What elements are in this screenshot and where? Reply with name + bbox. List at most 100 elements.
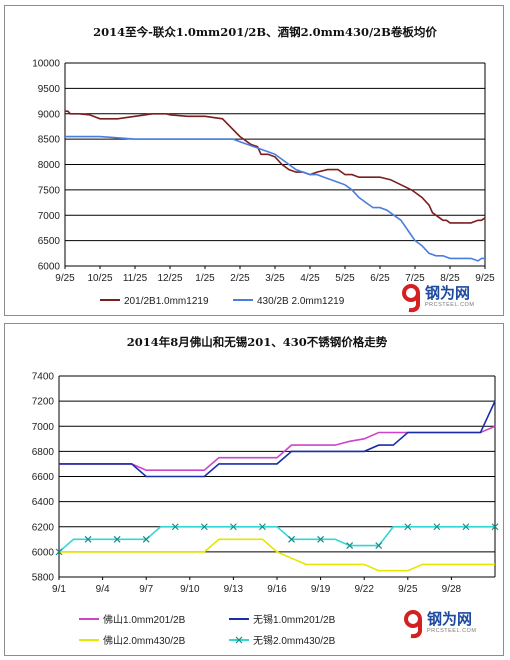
legend-label: 无锡2.0mm430/2B <box>253 634 336 647</box>
series-line-0 <box>65 110 486 224</box>
data-point-marker <box>288 535 295 543</box>
x-tick-label: 9/22 <box>354 584 374 595</box>
data-point-marker <box>317 535 325 543</box>
logo-g-tail <box>410 619 422 639</box>
marker-stroke <box>404 523 412 531</box>
marker-stroke <box>375 542 383 550</box>
data-point-marker <box>404 523 412 531</box>
x-tick-label: 8/25 <box>440 273 460 284</box>
marker-stroke <box>200 523 208 531</box>
x-tick-label: 9/10 <box>180 584 200 595</box>
x-tick-label: 9/25 <box>475 273 495 284</box>
y-tick-label: 6500 <box>38 236 61 247</box>
marker-stroke <box>171 523 179 531</box>
y-tick-label: 5800 <box>32 573 55 584</box>
series-line-2 <box>59 538 495 572</box>
legend-label: 无锡1.0mm201/2B <box>253 613 336 626</box>
x-tick-label: 9/16 <box>267 584 287 595</box>
data-point-marker <box>200 523 208 531</box>
data-point-marker <box>259 523 266 531</box>
y-tick-label: 8000 <box>38 160 61 171</box>
x-tick-label: 3/25 <box>265 273 285 284</box>
marker-stroke <box>346 542 354 550</box>
chart-price-since-2014: 2014至今-联众1.0mm201/2B、酒钢2.0mm430/2B卷板均价 60… <box>32 25 495 313</box>
x-tick-label: 9/13 <box>224 584 244 595</box>
legend-label: 430/2B 2.0mm1219 <box>257 296 345 307</box>
y-tick-label: 7400 <box>32 372 55 383</box>
y-tick-label: 6800 <box>32 447 55 458</box>
series-line-3 <box>58 526 495 553</box>
marker-stroke <box>317 535 325 543</box>
x-tick-label: 11/25 <box>123 273 148 284</box>
data-point-marker <box>462 523 470 531</box>
chart-title: 2014至今-联众1.0mm201/2B、酒钢2.0mm430/2B卷板均价 <box>93 25 437 39</box>
logo-g-tail <box>408 293 420 313</box>
data-point-marker <box>142 535 150 543</box>
y-tick-label: 6400 <box>32 497 55 508</box>
data-point-marker <box>229 523 237 531</box>
x-tick-label: 6/25 <box>370 273 390 284</box>
marker-stroke <box>113 535 121 543</box>
legend-item: 无锡2.0mm430/2B <box>229 634 336 647</box>
y-tick-label: 6000 <box>38 262 61 273</box>
x-tick-label: 9/7 <box>139 584 153 595</box>
x-tick-label: 9/25 <box>55 273 75 284</box>
x-tick-label: 12/25 <box>157 273 182 284</box>
legend-item: 430/2B 2.0mm1219 <box>233 296 345 307</box>
data-point-marker <box>375 542 383 550</box>
y-tick-label: 9500 <box>38 84 61 95</box>
marker-stroke <box>55 548 63 556</box>
y-tick-label: 9000 <box>38 109 61 120</box>
chart-panel-top: 2014至今-联众1.0mm201/2B、酒钢2.0mm430/2B卷板均价 60… <box>4 5 504 316</box>
x-tick-label: 4/25 <box>300 273 320 284</box>
x-tick-label: 5/25 <box>335 273 355 284</box>
legend-item: 佛山2.0mm430/2B <box>79 634 186 647</box>
marker-stroke <box>84 535 92 543</box>
x-tick-label: 9/28 <box>442 584 462 595</box>
legend-label: 佛山1.0mm201/2B <box>103 613 186 626</box>
y-tick-label: 6000 <box>32 547 55 558</box>
y-tick-label: 7200 <box>32 397 55 408</box>
series-line-1 <box>65 135 485 262</box>
marker-stroke <box>491 523 499 531</box>
y-tick-label: 7500 <box>38 185 61 196</box>
legend-label: 佛山2.0mm430/2B <box>103 634 186 647</box>
x-tick-label: 9/1 <box>52 584 66 595</box>
chart-title: 2014年8月佛山和无锡201、430不锈钢价格走势 <box>127 335 388 349</box>
legend-item: 无锡1.0mm201/2B <box>229 613 336 626</box>
y-tick-label: 10000 <box>32 59 60 70</box>
series-line-1 <box>59 400 496 478</box>
data-point-marker <box>433 523 441 531</box>
logo-g-mark <box>402 284 420 302</box>
marker-stroke <box>433 523 441 531</box>
legend-item: 佛山1.0mm201/2B <box>79 613 186 626</box>
x-tick-label: 2/25 <box>230 273 250 284</box>
marker-stroke <box>462 523 470 531</box>
y-tick-label: 6600 <box>32 472 55 483</box>
chart-price-august-2014: 2014年8月佛山和无锡201、430不锈钢价格走势 5800 6000 6200 64… <box>32 335 499 647</box>
logo-url: PRCSTEEL.COM <box>425 302 474 308</box>
data-point-marker <box>113 535 121 543</box>
legend-marker <box>235 636 243 644</box>
chart-panel-bottom: 2014年8月佛山和无锡201、430不锈钢价格走势 5800 6000 6200 64… <box>4 323 504 656</box>
x-tick-label: 9/25 <box>398 584 418 595</box>
x-tick-label: 9/19 <box>311 584 331 595</box>
marker-stroke <box>142 535 150 543</box>
logo-name: 钢为网 <box>425 284 470 302</box>
data-point-marker <box>346 542 354 550</box>
y-tick-label: 7000 <box>32 422 55 433</box>
data-point-marker <box>491 523 499 531</box>
y-tick-label: 7000 <box>38 211 61 222</box>
logo-name: 钢为网 <box>427 610 472 628</box>
y-tick-label: 8500 <box>38 135 61 146</box>
data-point-marker <box>55 548 63 556</box>
x-tick-label: 1/25 <box>195 273 215 284</box>
logo-url: PRCSTEEL.COM <box>427 628 476 634</box>
y-tick-label: 6200 <box>32 522 55 533</box>
logo-g-mark <box>404 610 422 628</box>
legend-label: 201/2B1.0mm1219 <box>124 296 209 307</box>
data-point-marker <box>84 535 92 543</box>
marker-stroke <box>229 523 237 531</box>
x-tick-label: 9/4 <box>96 584 110 595</box>
